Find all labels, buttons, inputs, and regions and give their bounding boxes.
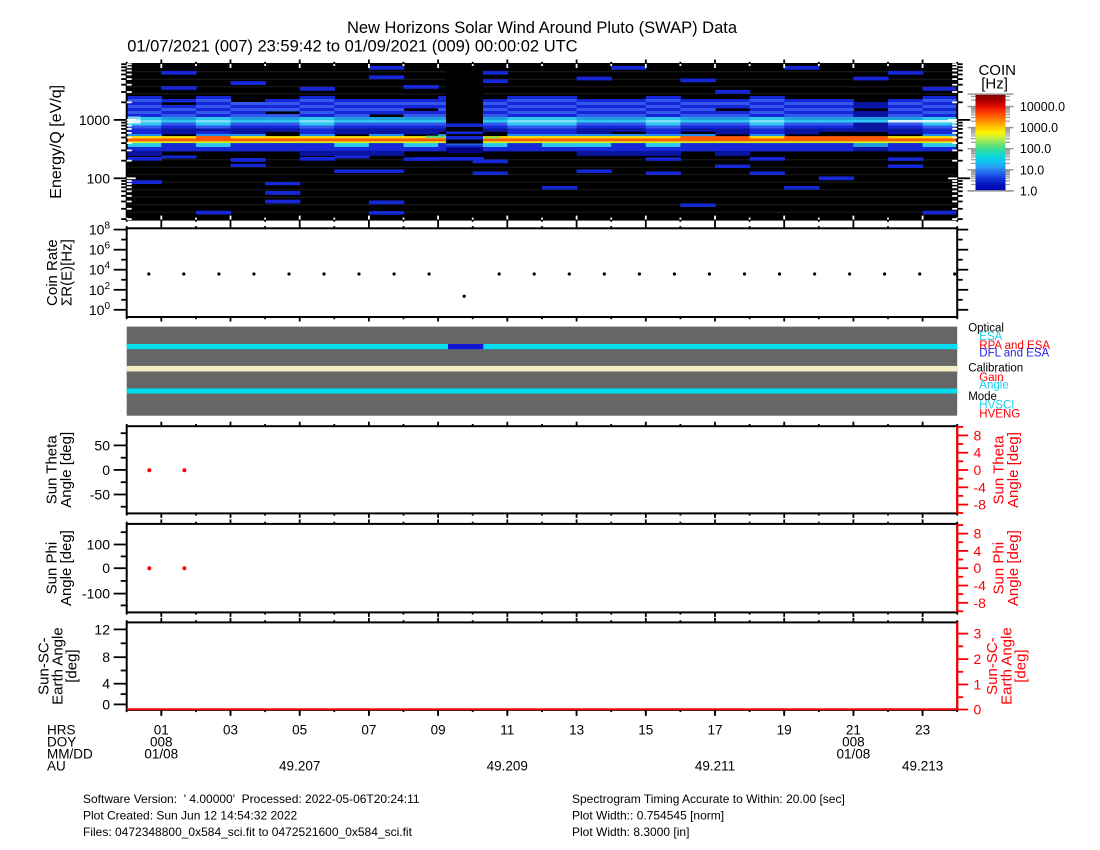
- svg-text:19: 19: [777, 723, 792, 738]
- svg-text:-100: -100: [82, 586, 110, 602]
- svg-text:23: 23: [915, 723, 930, 738]
- svg-text:-8: -8: [974, 595, 987, 611]
- svg-text:ESA: ESA: [979, 331, 1002, 343]
- svg-text:Plot Width:: 0.754545 [norm]: Plot Width:: 0.754545 [norm]: [572, 809, 724, 823]
- svg-text:HVENG: HVENG: [979, 409, 1020, 421]
- svg-text:10000.0: 10000.0: [1020, 100, 1065, 114]
- svg-text:Sun-SC-: Sun-SC-: [984, 637, 1001, 695]
- svg-text:3: 3: [974, 626, 982, 642]
- svg-text:Earth Angle: Earth Angle: [999, 627, 1016, 705]
- svg-text:Optical: Optical: [968, 322, 1004, 334]
- svg-text:Earth Angle: Earth Angle: [50, 627, 67, 705]
- svg-text:21: 21: [846, 723, 861, 738]
- svg-text:-8: -8: [974, 497, 987, 513]
- svg-text:Sun-SC-: Sun-SC-: [36, 637, 53, 695]
- svg-text:Coin Rate: Coin Rate: [44, 239, 61, 306]
- svg-text:100: 100: [87, 170, 111, 186]
- svg-text:Files: 0472348800_0x584_sci.fi: Files: 0472348800_0x584_sci.fit to 04725…: [83, 825, 413, 839]
- svg-text:ΣR(E)[Hz]: ΣR(E)[Hz]: [59, 239, 76, 306]
- svg-text:01: 01: [154, 723, 169, 738]
- svg-text:DOY: DOY: [47, 735, 76, 750]
- svg-text:49.213: 49.213: [902, 759, 943, 774]
- svg-text:1000: 1000: [79, 112, 110, 128]
- svg-text:-50: -50: [90, 487, 110, 503]
- svg-text:[Hz]: [Hz]: [981, 75, 1008, 92]
- svg-text:Angle: Angle: [979, 380, 1008, 392]
- svg-text:1000.0: 1000.0: [1020, 121, 1058, 135]
- svg-text:07: 07: [361, 723, 376, 738]
- svg-text:008: 008: [150, 735, 173, 750]
- svg-text:8: 8: [974, 526, 982, 542]
- svg-text:01/08: 01/08: [144, 747, 178, 762]
- svg-text:0: 0: [102, 696, 110, 712]
- svg-text:12: 12: [94, 621, 110, 637]
- svg-text:03: 03: [223, 723, 238, 738]
- svg-text:Angle [deg]: Angle [deg]: [1005, 530, 1022, 606]
- svg-text:Plot Width: 8.3000 [in]: Plot Width: 8.3000 [in]: [572, 825, 689, 839]
- svg-text:Sun Theta: Sun Theta: [44, 435, 61, 505]
- svg-text:Angle [deg]: Angle [deg]: [1005, 432, 1022, 508]
- svg-text:008: 008: [842, 735, 865, 750]
- svg-text:01/07/2021 (007) 23:59:42 to 0: 01/07/2021 (007) 23:59:42 to 01/09/2021 …: [127, 38, 577, 56]
- svg-text:Sun Phi: Sun Phi: [991, 542, 1008, 595]
- svg-text:Calibration: Calibration: [968, 362, 1023, 374]
- svg-text:49.207: 49.207: [279, 759, 320, 774]
- svg-text:[deg]: [deg]: [64, 649, 81, 682]
- svg-text:10.0: 10.0: [1020, 163, 1044, 177]
- svg-text:Mode: Mode: [968, 391, 997, 403]
- svg-text:1: 1: [974, 677, 982, 693]
- svg-text:Energy/Q [eV/q]: Energy/Q [eV/q]: [48, 85, 65, 199]
- svg-text:1.0: 1.0: [1020, 184, 1037, 198]
- svg-text:01/08: 01/08: [837, 747, 871, 762]
- svg-text:4: 4: [974, 445, 982, 461]
- svg-text:DFL and ESA: DFL and ESA: [979, 348, 1049, 360]
- svg-text:0: 0: [102, 560, 110, 576]
- svg-text:Angle [deg]: Angle [deg]: [58, 530, 75, 606]
- svg-text:COIN: COIN: [978, 62, 1016, 79]
- svg-text:AU: AU: [47, 759, 66, 774]
- svg-text:49.211: 49.211: [695, 759, 735, 774]
- svg-text:100.0: 100.0: [1020, 142, 1051, 156]
- svg-text:13: 13: [569, 723, 584, 738]
- svg-text:Gain: Gain: [979, 372, 1003, 384]
- svg-text:MM/DD: MM/DD: [47, 747, 93, 762]
- svg-text:Angle [deg]: Angle [deg]: [58, 432, 75, 508]
- svg-text:-4: -4: [974, 578, 987, 594]
- svg-text:0: 0: [102, 462, 110, 478]
- svg-text:Sun Phi: Sun Phi: [44, 542, 61, 595]
- svg-text:Spectrogram Timing Accurate to: Spectrogram Timing Accurate to Within: 2…: [572, 792, 845, 806]
- svg-text:Sun Theta: Sun Theta: [991, 435, 1008, 505]
- svg-text:100: 100: [87, 537, 111, 553]
- svg-text:05: 05: [292, 723, 307, 738]
- svg-text:09: 09: [431, 723, 446, 738]
- svg-text:2: 2: [974, 651, 982, 667]
- svg-text:4: 4: [102, 676, 110, 692]
- svg-text:17: 17: [707, 723, 722, 738]
- svg-text:49.209: 49.209: [487, 759, 528, 774]
- svg-text:[deg]: [deg]: [1013, 649, 1030, 682]
- svg-text:New Horizons Solar Wind Around: New Horizons Solar Wind Around Pluto (SW…: [347, 19, 738, 37]
- svg-text:15: 15: [638, 723, 653, 738]
- svg-text:11: 11: [500, 723, 514, 738]
- svg-text:Software Version: ' 4.00000': Software Version: ' 4.00000' Processed: …: [83, 792, 420, 806]
- svg-text:HRS: HRS: [47, 723, 76, 738]
- svg-text:4: 4: [974, 543, 982, 559]
- svg-text:-4: -4: [974, 479, 987, 495]
- svg-text:50: 50: [94, 437, 110, 453]
- svg-text:0: 0: [974, 702, 982, 718]
- svg-text:HVSCI: HVSCI: [979, 399, 1014, 411]
- svg-text:0: 0: [974, 462, 982, 478]
- svg-text:0: 0: [974, 560, 982, 576]
- svg-text:Plot Created: Sun Jun 12 14:54: Plot Created: Sun Jun 12 14:54:32 2022: [83, 809, 297, 823]
- svg-text:8: 8: [102, 649, 110, 665]
- svg-text:8: 8: [974, 427, 982, 443]
- svg-text:RPA and ESA: RPA and ESA: [979, 340, 1050, 352]
